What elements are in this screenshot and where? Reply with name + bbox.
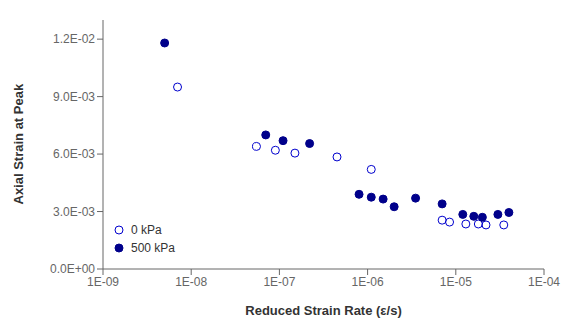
- svg-text:3.0E-03: 3.0E-03: [53, 205, 95, 219]
- svg-text:1E-04: 1E-04: [528, 275, 560, 289]
- html-text:0 kPa: 0 kPa: [131, 223, 162, 237]
- svg-text:Axial Strain at Peak: Axial Strain at Peak: [11, 83, 26, 204]
- svg-text:0.0E+00: 0.0E+00: [50, 262, 95, 276]
- svg-text:9.0E-03: 9.0E-03: [53, 90, 95, 104]
- svg-text:1E-08: 1E-08: [175, 275, 207, 289]
- svg-text:1E-07: 1E-07: [263, 275, 295, 289]
- svg-text:Reduced Strain Rate (ε/s): Reduced Strain Rate (ε/s): [245, 303, 401, 318]
- svg-text:1E-06: 1E-06: [352, 275, 384, 289]
- svg-text:6.0E-03: 6.0E-03: [53, 147, 95, 161]
- svg-text:1.2E-02: 1.2E-02: [53, 32, 95, 46]
- svg-text:1E-09: 1E-09: [87, 275, 119, 289]
- svg-text:1E-05: 1E-05: [440, 275, 472, 289]
- html-text:500 kPa: 500 kPa: [131, 241, 175, 255]
